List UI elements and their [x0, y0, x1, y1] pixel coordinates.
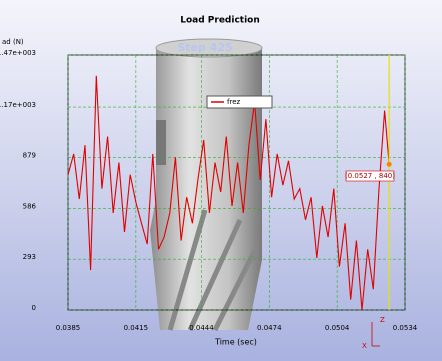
x-tick-label: 0.0385	[56, 324, 81, 332]
y-tick-label: 1.17e+003	[0, 101, 36, 109]
legend-label: frez	[227, 98, 240, 106]
step-label: Step 425	[177, 41, 232, 54]
x-tick-label: 0.0534	[393, 324, 418, 332]
x-tick-label: 0.0474	[257, 324, 282, 332]
cursor-point	[387, 162, 392, 167]
x-tick-label: 0.0415	[124, 324, 149, 332]
chart-title: Load Prediction	[180, 16, 260, 26]
x-tick-label: 0.0444	[189, 324, 214, 332]
y-tick-label: 293	[23, 253, 36, 261]
triad-label: X	[362, 342, 367, 350]
y-tick-label: 0	[32, 304, 36, 312]
y-tick-label: 879	[23, 152, 36, 160]
x-axis-label: Time (sec)	[214, 338, 257, 347]
x-tick-label: 0.0504	[325, 324, 350, 332]
app-viewport: Load Prediction Step 425 ad (N) Time (se…	[0, 0, 442, 361]
triad-label: Z	[380, 316, 385, 324]
y-axis-label: ad (N)	[2, 38, 24, 46]
y-tick-label: 586	[23, 202, 37, 210]
y-tick-label: 1.47e+003	[0, 49, 36, 57]
annotation-text: (0.0527 , 840)	[345, 172, 395, 180]
